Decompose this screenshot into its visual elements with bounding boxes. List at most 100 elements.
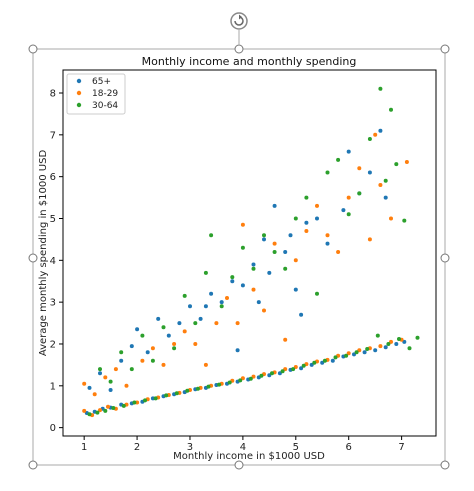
y-tick-label: 4 [50,256,56,267]
data-point [174,391,179,396]
data-point [375,333,380,338]
data-point [227,380,232,385]
data-point [256,300,261,305]
data-point [98,408,102,413]
data-point [272,241,277,246]
data-point [240,376,245,381]
resize-handle-top[interactable] [234,44,244,54]
data-point [304,229,309,233]
data-point [325,170,330,175]
y-tick-label: 3 [50,298,56,309]
legend-label-18-29: 18-29 [92,89,118,99]
resize-handle-bottom-left[interactable] [28,460,38,470]
resize-handle-top-right[interactable] [440,44,450,54]
data-point [172,346,177,351]
data-point [341,208,346,213]
data-point [248,376,253,381]
data-point [240,283,245,288]
data-point [346,212,351,217]
data-point [166,333,171,338]
data-point [267,270,272,275]
data-point [230,275,235,280]
data-point [277,371,282,376]
data-point [336,250,341,254]
data-point [203,304,208,309]
data-point [336,157,341,162]
data-point [386,342,391,346]
data-point [293,258,298,263]
data-point [322,358,327,363]
resize-handle-top-left[interactable] [28,44,38,54]
data-point [291,367,296,372]
data-point [106,404,110,409]
y-tick-label: 8 [50,89,56,100]
data-point [203,362,208,367]
data-point [304,220,309,225]
data-point [262,233,266,238]
x-axis-label: Monthly income in $1000 USD [173,451,325,462]
resize-handle-left[interactable] [28,253,38,263]
legend-label-65plus: 65+ [92,77,111,87]
data-point [293,287,298,292]
data-point [230,279,235,284]
data-point [219,304,224,309]
data-point [383,345,388,350]
data-point [95,410,100,415]
data-point [404,160,409,164]
data-point [103,375,108,380]
data-point [185,388,190,393]
data-point [378,86,383,91]
data-point [346,149,351,154]
y-axis-label: Average monthly spending in $1000 USD [38,150,49,357]
y-tick-label: 0 [50,423,56,434]
data-point [283,266,288,271]
resize-handle-right[interactable] [440,253,450,263]
data-point [283,250,288,254]
data-point [346,351,351,356]
y-tick-label: 2 [50,339,56,350]
legend-marker-18-29 [76,90,82,96]
data-point [206,384,211,389]
data-point [113,367,118,372]
data-point [111,406,116,410]
data-point [402,218,407,223]
data-point [259,373,264,378]
data-point [195,386,200,391]
data-point [82,408,87,413]
data-point [153,396,158,401]
data-point [98,367,102,372]
data-point [280,369,285,374]
data-point [367,237,372,242]
legend-marker-65plus [76,78,82,84]
resize-handle-bottom[interactable] [234,460,244,470]
legend: 65+ 18-29 30-64 [66,73,126,115]
data-point [378,183,383,187]
data-point [394,342,399,346]
data-point [235,348,240,353]
data-point [124,383,129,388]
data-point [214,321,219,326]
data-point [188,304,192,309]
data-point [367,170,372,175]
data-point [209,233,214,238]
resize-handle-bottom-right[interactable] [440,460,450,470]
data-points [82,86,420,418]
y-tick-label: 7 [50,130,56,141]
data-point [272,250,277,254]
data-point [325,233,330,238]
data-point [98,371,102,376]
data-point [251,262,256,267]
data-point [251,266,256,271]
x-tick-label: 4 [240,442,246,453]
data-point [415,335,420,340]
data-point [121,403,126,408]
x-tick-label: 7 [398,442,404,453]
rotate-handle-icon[interactable] [230,12,248,30]
selection-frame[interactable] [28,12,450,470]
data-point [262,237,266,242]
data-point [193,342,198,346]
data-point [145,350,150,355]
data-point [293,365,298,369]
data-point [143,398,147,403]
data-point [172,342,177,346]
